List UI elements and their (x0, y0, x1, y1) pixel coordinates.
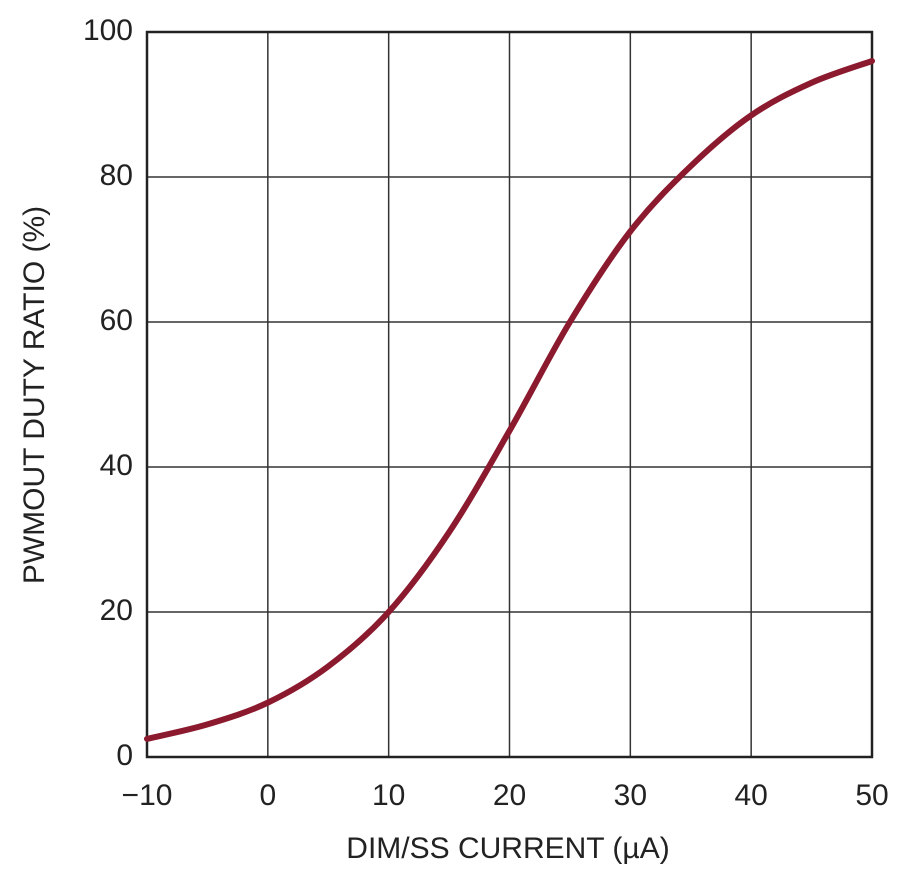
x-tick-label: 10 (372, 779, 405, 812)
x-tick-label: 20 (493, 779, 526, 812)
x-tick-label: 50 (855, 779, 888, 812)
x-axis-title: DIM/SS CURRENT (µA) (346, 832, 669, 865)
plot-frame (145, 30, 874, 759)
x-tick-label: 30 (614, 779, 647, 812)
y-tick-label: 0 (116, 739, 133, 772)
x-tick-label: −10 (122, 779, 173, 812)
data-line (144, 58, 875, 742)
x-tick-label: 0 (259, 779, 276, 812)
y-tick-label: 40 (100, 449, 133, 482)
y-tick-label: 60 (100, 304, 133, 337)
y-tick-label: 80 (100, 159, 133, 192)
y-axis-title: PWMOUT DUTY RATIO (%) (18, 206, 51, 584)
y-tick-label: 20 (100, 594, 133, 627)
y-tick-label: 100 (83, 14, 133, 47)
x-tick-label: 40 (734, 779, 767, 812)
